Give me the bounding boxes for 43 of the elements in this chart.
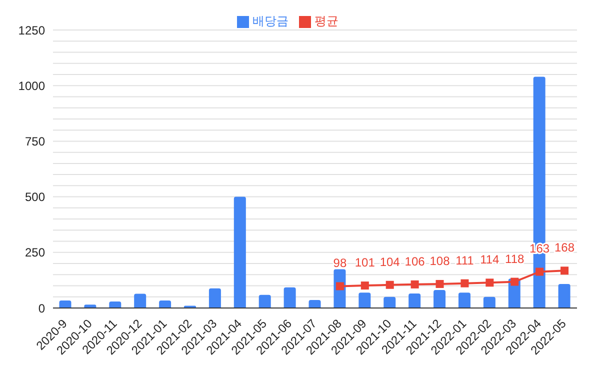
- bar: [358, 292, 371, 308]
- bar: [434, 290, 446, 308]
- data-label: 108: [430, 254, 450, 268]
- point: [510, 278, 519, 286]
- y-tick-label: 500: [24, 190, 46, 204]
- bar: [208, 288, 221, 308]
- data-label: 114: [480, 252, 500, 267]
- y-tick-label: 1000: [18, 78, 46, 93]
- bar: [458, 292, 470, 308]
- point: [536, 268, 544, 276]
- point: [386, 280, 394, 289]
- legend-label: 평균: [314, 14, 338, 28]
- bar: [408, 294, 421, 308]
- data-label: 104: [380, 254, 400, 269]
- point: [410, 280, 419, 288]
- data-label: 106: [404, 254, 426, 268]
- point: [486, 278, 494, 287]
- bar: [284, 287, 296, 308]
- data-label: 101: [354, 256, 376, 270]
- bar: [109, 302, 122, 308]
- point: [560, 266, 569, 275]
- bar: [234, 196, 246, 308]
- point: [436, 280, 444, 288]
- y-tick-label: 750: [24, 134, 46, 148]
- y-tick-label: 1250: [18, 23, 46, 38]
- y-tick-label: 0: [38, 301, 46, 316]
- data-label: 118: [505, 252, 525, 266]
- data-label: 111: [456, 253, 474, 268]
- data-label: 168: [554, 240, 575, 255]
- y-tick-label: 250: [24, 246, 46, 260]
- bar: [134, 294, 146, 308]
- point: [460, 279, 469, 288]
- legend-label: 배당금: [252, 14, 288, 28]
- bar: [384, 296, 396, 308]
- bar: [159, 300, 172, 308]
- bar: [59, 300, 72, 308]
- point: [360, 282, 369, 290]
- bar: [483, 296, 496, 308]
- bar: [308, 300, 321, 308]
- data-label: 98: [333, 256, 347, 270]
- bar: [258, 294, 271, 308]
- bar: [558, 284, 570, 308]
- point: [336, 282, 344, 290]
